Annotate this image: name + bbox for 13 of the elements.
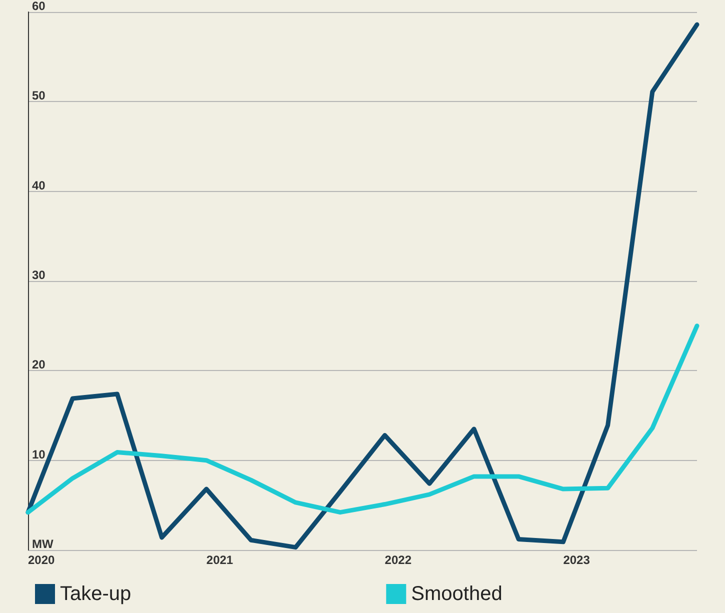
x-tick-label: 2023 xyxy=(563,553,590,567)
y-tick-label: MW xyxy=(32,537,54,551)
x-tick-label: 2021 xyxy=(206,553,234,567)
x-tick-label: 2020 xyxy=(28,553,56,567)
y-tick-label: 20 xyxy=(32,358,46,372)
y-tick-label: 40 xyxy=(32,178,46,192)
legend-label: Take-up xyxy=(60,583,132,605)
y-tick-label: 60 xyxy=(32,0,46,13)
y-tick-label: 50 xyxy=(32,88,46,103)
y-tick-label: 10 xyxy=(32,447,46,462)
y-tick-label: 30 xyxy=(32,268,46,282)
legend-label: Smoothed xyxy=(411,583,502,605)
x-tick-label: 2022 xyxy=(384,553,412,567)
